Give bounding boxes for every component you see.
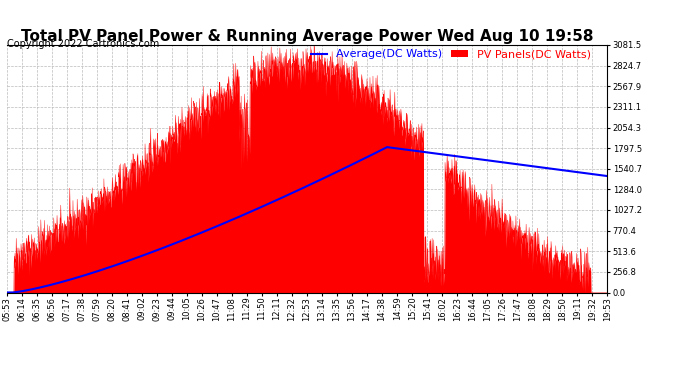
Legend: Average(DC Watts), PV Panels(DC Watts): Average(DC Watts), PV Panels(DC Watts) xyxy=(306,45,595,64)
Title: Total PV Panel Power & Running Average Power Wed Aug 10 19:58: Total PV Panel Power & Running Average P… xyxy=(21,29,593,44)
Text: Copyright 2022 Cartronics.com: Copyright 2022 Cartronics.com xyxy=(7,39,159,50)
